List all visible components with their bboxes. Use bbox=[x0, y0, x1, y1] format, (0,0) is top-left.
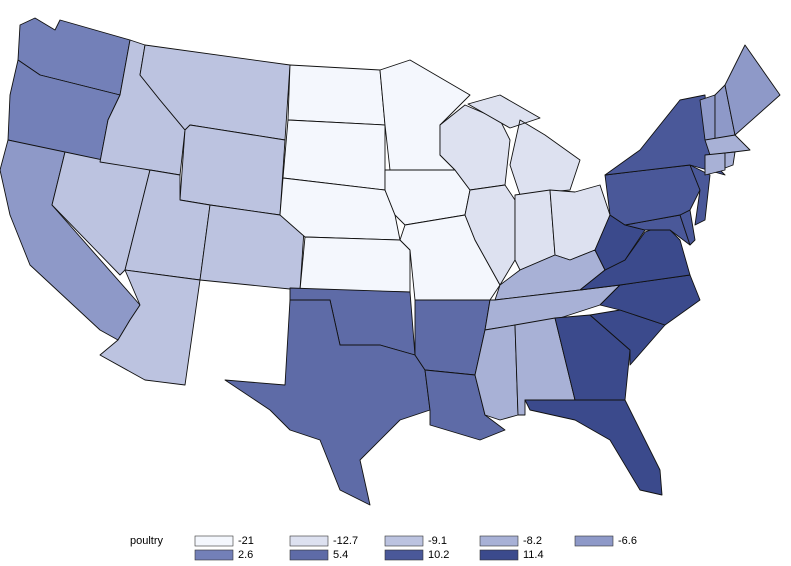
state bbox=[99, 269, 201, 386]
legend-label: -8.2 bbox=[523, 535, 542, 547]
state bbox=[589, 309, 666, 366]
state bbox=[467, 94, 581, 196]
legend: -21 -12.7 -9.1 -8.2 -6.6 2.6 5.4 10.2 11.4 bbox=[194, 535, 637, 561]
legend-label: 2.6 bbox=[238, 549, 253, 561]
state bbox=[224, 299, 431, 506]
legend-title: poultry bbox=[130, 535, 164, 547]
state bbox=[287, 64, 386, 126]
legend-swatch bbox=[289, 549, 329, 561]
legend-swatch bbox=[574, 535, 614, 547]
state bbox=[179, 124, 286, 216]
legend-swatch bbox=[194, 549, 234, 561]
legend-label: -6.6 bbox=[618, 535, 637, 547]
state bbox=[704, 134, 751, 156]
state bbox=[724, 44, 781, 136]
state bbox=[464, 184, 516, 286]
state bbox=[724, 151, 736, 169]
legend-swatch bbox=[194, 535, 234, 547]
state bbox=[524, 399, 663, 496]
state bbox=[199, 204, 306, 291]
legend-swatch bbox=[479, 535, 519, 547]
legend-label: -21 bbox=[238, 535, 254, 547]
legend-swatch bbox=[479, 549, 519, 561]
legend-swatch bbox=[384, 535, 424, 547]
legend-label: 11.4 bbox=[523, 549, 544, 561]
legend-swatch bbox=[289, 535, 329, 547]
legend-swatch bbox=[384, 549, 424, 561]
state bbox=[299, 236, 411, 293]
legend-label: 5.4 bbox=[333, 549, 348, 561]
states bbox=[0, 17, 781, 506]
legend-label: 10.2 bbox=[428, 549, 449, 561]
state bbox=[704, 152, 726, 176]
legend-label: -9.1 bbox=[428, 535, 447, 547]
legend-label: -12.7 bbox=[333, 535, 358, 547]
state bbox=[554, 314, 631, 401]
